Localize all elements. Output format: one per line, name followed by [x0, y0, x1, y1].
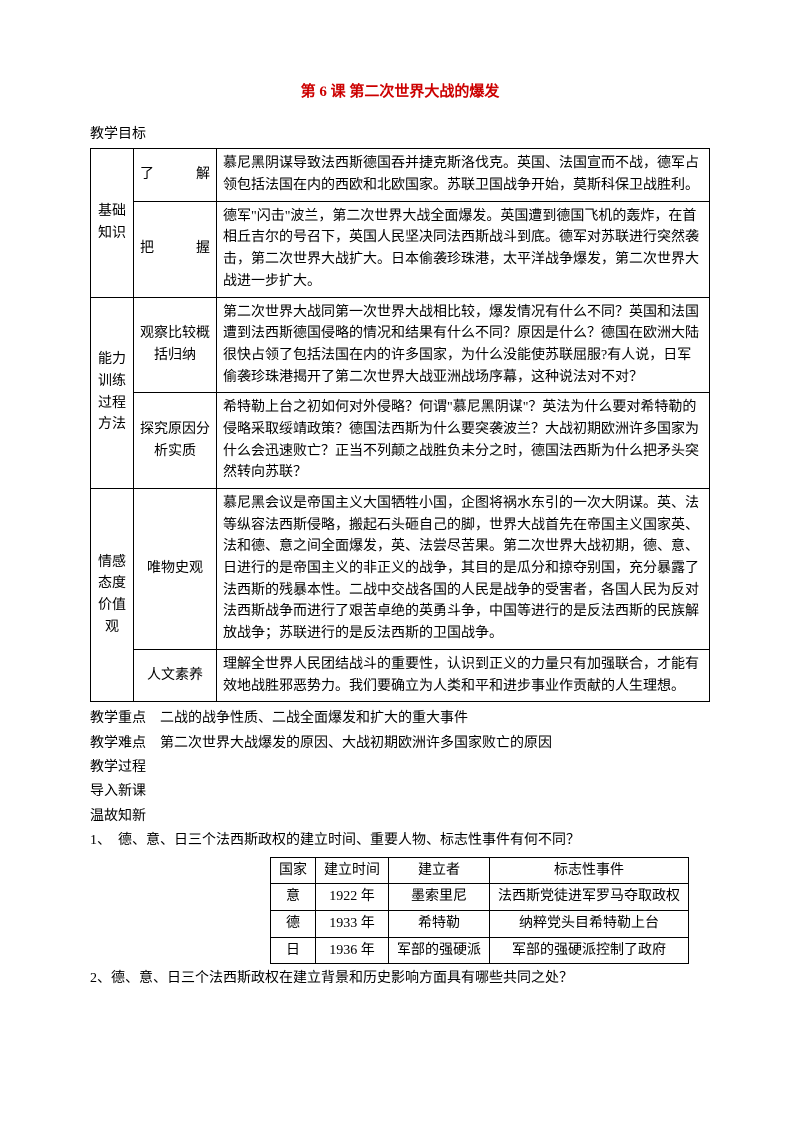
- table-row: 日 1936 年 军部的强硬派 军部的强硬派控制了政府: [271, 937, 689, 964]
- td-cell: 1936 年: [316, 937, 389, 964]
- sub-cell: 唯物史观: [134, 489, 217, 650]
- table-row: 情感态度价值观 唯物史观 慕尼黑会议是帝国主义大国牺牲小国，企图将祸水东引的一次…: [91, 489, 710, 650]
- page-title: 第 6 课 第二次世界大战的爆发: [90, 80, 710, 104]
- th-cell: 建立者: [389, 857, 490, 884]
- after-line: 教学过程: [90, 757, 710, 779]
- td-cell: 军部的强硬派控制了政府: [490, 937, 689, 964]
- q1-line: 1、 德、意、日三个法西斯政权的建立时间、重要人物、标志性事件有何不同？: [90, 830, 710, 852]
- after-line: 导入新课: [90, 781, 710, 803]
- body-cell: 慕尼黑会议是帝国主义大国牺牲小国，企图将祸水东引的一次大阴谋。英、法等纵容法西斯…: [217, 489, 710, 650]
- table-row: 国家 建立时间 建立者 标志性事件: [271, 857, 689, 884]
- td-cell: 墨索里尼: [389, 884, 490, 911]
- td-cell: 法西斯党徒进军罗马夺取政权: [490, 884, 689, 911]
- small-table: 国家 建立时间 建立者 标志性事件 意 1922 年 墨索里尼 法西斯党徒进军罗…: [270, 857, 689, 965]
- table-row: 能力训练过程方法 观察比较概括归纳 第二次世界大战同第一次世界大战相比较，爆发情…: [91, 297, 710, 393]
- td-cell: 军部的强硬派: [389, 937, 490, 964]
- table-row: 把 握 德军"闪击"波兰，第二次世界大战全面爆发。英国遭到德国飞机的轰炸，在首相…: [91, 201, 710, 297]
- td-cell: 1933 年: [316, 910, 389, 937]
- body-cell: 希特勒上台之初如何对外侵略？何谓"慕尼黑阴谋"？英法为什么要对希特勒的侵略采取绥…: [217, 393, 710, 489]
- body-cell: 第二次世界大战同第一次世界大战相比较，爆发情况有什么不同？英国和法国遭到法西斯德…: [217, 297, 710, 393]
- sub-cell: 人文素养: [134, 649, 217, 701]
- td-cell: 德: [271, 910, 316, 937]
- sub-cell: 观察比较概括归纳: [134, 297, 217, 393]
- cat-cell: 能力训练过程方法: [91, 297, 134, 489]
- cat-cell: 基础知识: [91, 149, 134, 297]
- th-cell: 国家: [271, 857, 316, 884]
- body-cell: 理解全世界人民团结战斗的重要性，认识到正义的力量只有加强联合，才能有效地战胜邪恶…: [217, 649, 710, 701]
- td-cell: 希特勒: [389, 910, 490, 937]
- th-cell: 标志性事件: [490, 857, 689, 884]
- table-row: 人文素养 理解全世界人民团结战斗的重要性，认识到正义的力量只有加强联合，才能有效…: [91, 649, 710, 701]
- after-line: 温故知新: [90, 806, 710, 828]
- subhead-goals: 教学目标: [90, 124, 710, 146]
- table-row: 基础知识 了 解 慕尼黑阴谋导致法西斯德国吞并捷克斯洛伐克。英国、法国宣而不战，…: [91, 149, 710, 201]
- td-cell: 1922 年: [316, 884, 389, 911]
- th-cell: 建立时间: [316, 857, 389, 884]
- after-line: 教学重点 二战的战争性质、二战全面爆发和扩大的重大事件: [90, 708, 710, 730]
- table-row: 意 1922 年 墨索里尼 法西斯党徒进军罗马夺取政权: [271, 884, 689, 911]
- td-cell: 日: [271, 937, 316, 964]
- td-cell: 意: [271, 884, 316, 911]
- sub-cell: 把 握: [134, 201, 217, 297]
- body-cell: 德军"闪击"波兰，第二次世界大战全面爆发。英国遭到德国飞机的轰炸，在首相丘吉尔的…: [217, 201, 710, 297]
- td-cell: 纳粹党头目希特勒上台: [490, 910, 689, 937]
- body-cell: 慕尼黑阴谋导致法西斯德国吞并捷克斯洛伐克。英国、法国宣而不战，德军占领包括法国在…: [217, 149, 710, 201]
- sub-cell: 了 解: [134, 149, 217, 201]
- table-row: 德 1933 年 希特勒 纳粹党头目希特勒上台: [271, 910, 689, 937]
- main-table: 基础知识 了 解 慕尼黑阴谋导致法西斯德国吞并捷克斯洛伐克。英国、法国宣而不战，…: [90, 148, 710, 702]
- cat-cell: 情感态度价值观: [91, 489, 134, 702]
- table-row: 探究原因分析实质 希特勒上台之初如何对外侵略？何谓"慕尼黑阴谋"？英法为什么要对…: [91, 393, 710, 489]
- after-line: 教学难点 第二次世界大战爆发的原因、大战初期欧洲许多国家败亡的原因: [90, 733, 710, 755]
- sub-cell: 探究原因分析实质: [134, 393, 217, 489]
- q2-line: 2、德、意、日三个法西斯政权在建立背景和历史影响方面具有哪些共同之处？: [90, 968, 710, 990]
